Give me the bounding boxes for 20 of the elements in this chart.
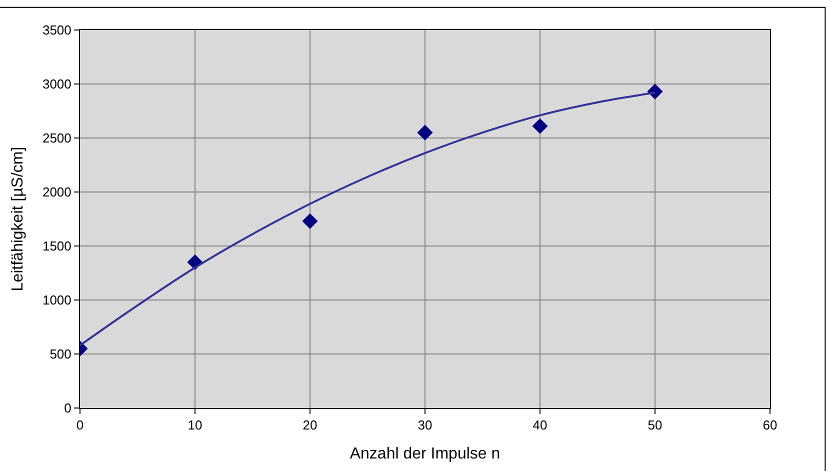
point (532, 118, 548, 134)
y-tick-label: 2000 (42, 184, 72, 200)
y-tick-label: 1000 (42, 292, 72, 308)
y-tick-label: 3000 (42, 76, 72, 92)
y-tick-label: 1500 (42, 238, 72, 254)
y-tick-label: 0 (64, 400, 72, 416)
y-tick-label: 3500 (42, 22, 72, 38)
x-tick-label: 50 (648, 418, 662, 433)
x-axis-title: Anzahl der Impulse n (350, 445, 500, 462)
x-tick-label: 0 (76, 418, 84, 433)
y-tick-label: 2500 (42, 130, 72, 146)
y-axis-title: Leitfähigkeit [µS/cm] (9, 146, 26, 292)
x-tick-label: 60 (762, 418, 778, 433)
x-tick-label: 40 (532, 418, 548, 433)
point (417, 124, 433, 140)
x-tick-label: 20 (302, 418, 318, 433)
x-tick-label: 10 (188, 418, 202, 433)
point (302, 213, 318, 229)
x-tick-label: 30 (418, 418, 432, 433)
y-tick-label: 500 (50, 346, 72, 362)
